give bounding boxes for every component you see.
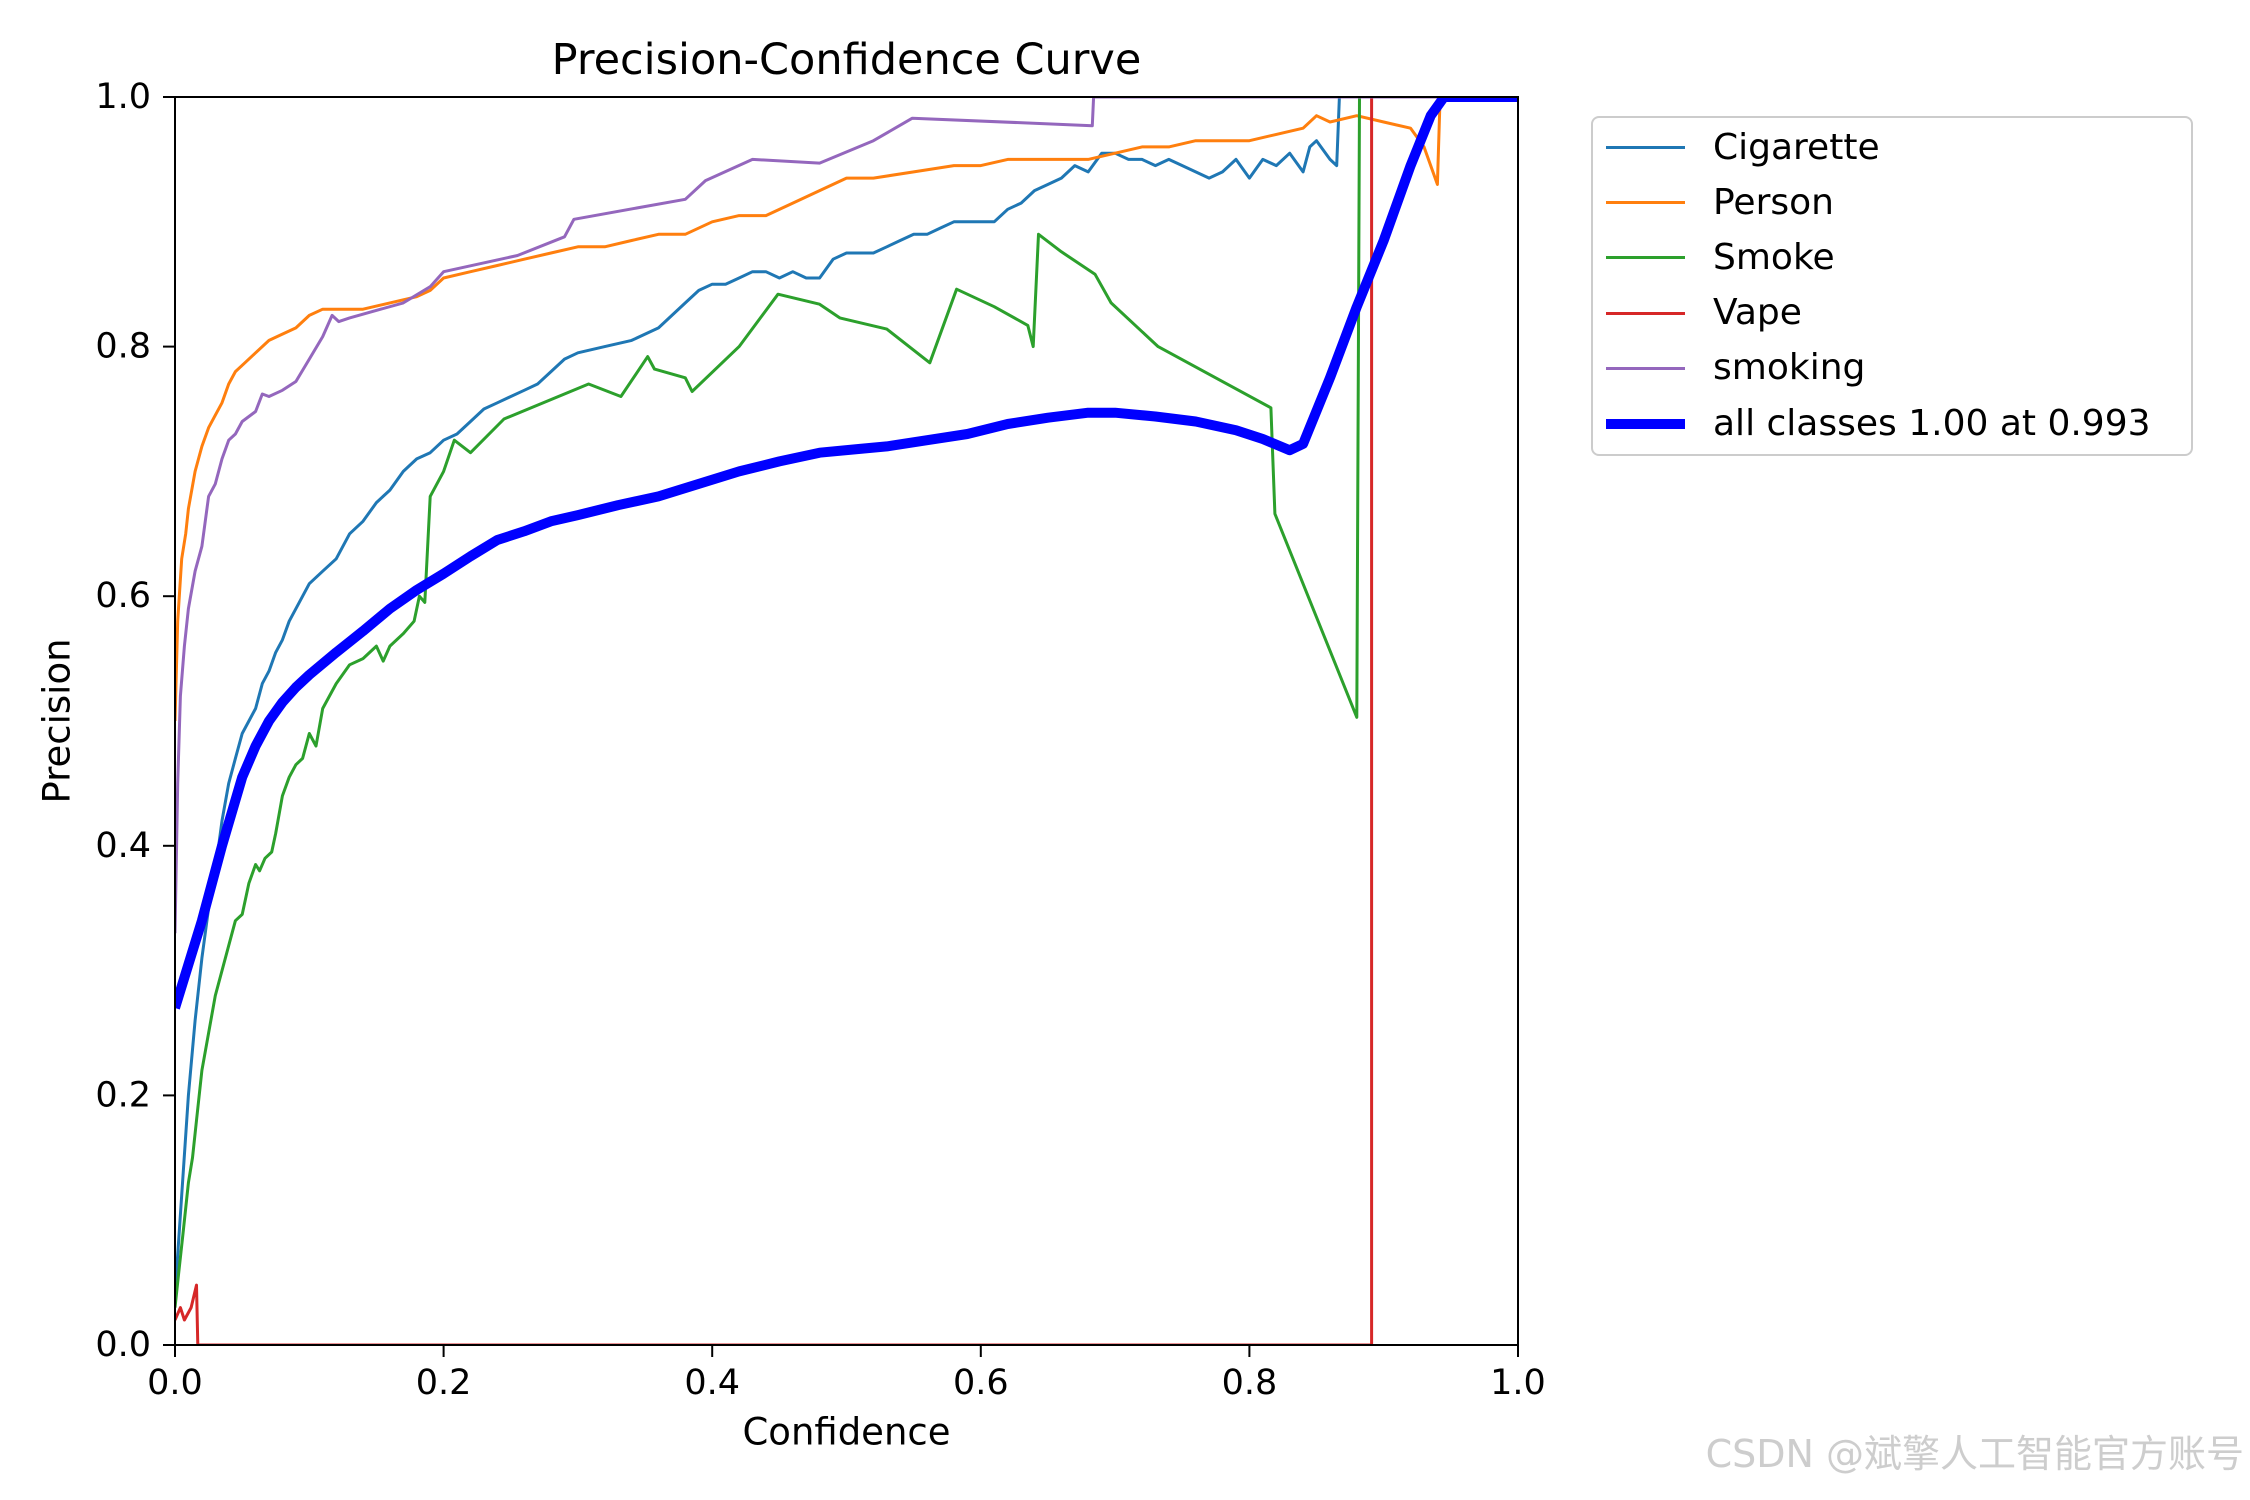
series-layer xyxy=(175,97,1518,1345)
axes-frame xyxy=(174,96,1519,1346)
legend-item-person: Person xyxy=(1606,175,2191,230)
series-line-person xyxy=(175,97,1518,722)
legend-label-cigarette: Cigarette xyxy=(1713,126,1880,168)
series-line-smoke xyxy=(175,97,1518,1308)
x-tick-label: 0.2 xyxy=(416,1363,472,1403)
y-axis-ticks: 0.0 0.2 0.4 0.6 0.8 1.0 xyxy=(95,77,175,1365)
x-tick-label: 0.4 xyxy=(684,1363,740,1403)
x-axis-label: Confidence xyxy=(742,1411,950,1454)
chart-title: Precision-Confidence Curve xyxy=(552,35,1142,85)
legend-label-vape: Vape xyxy=(1713,292,1802,334)
legend-label-all-classes: all classes 1.00 at 0.993 xyxy=(1713,402,2151,444)
y-tick-label: 0.6 xyxy=(95,576,151,616)
y-axis-label: Precision xyxy=(36,638,79,803)
series-line-vape xyxy=(175,97,1518,1345)
y-tick-label: 0.8 xyxy=(95,327,151,367)
legend-item-all-classes: all classes 1.00 at 0.993 xyxy=(1606,396,2191,451)
x-tick-label: 1.0 xyxy=(1490,1363,1546,1403)
plot-area xyxy=(175,97,1518,1345)
legend-label-person: Person xyxy=(1713,181,1834,223)
series-line-all-classes xyxy=(175,97,1518,1010)
legend: Cigarette Person Smoke Vape smoking all … xyxy=(1591,116,2193,456)
legend-swatch-smoking xyxy=(1606,366,1685,370)
x-tick-label: 0.8 xyxy=(1222,1363,1278,1403)
x-tick-label: 0.0 xyxy=(147,1363,203,1403)
legend-item-vape: Vape xyxy=(1606,286,2191,341)
legend-label-smoking: smoking xyxy=(1713,347,1866,389)
legend-item-cigarette: Cigarette xyxy=(1606,120,2191,175)
legend-item-smoke: Smoke xyxy=(1606,230,2191,285)
series-line-cigarette xyxy=(175,97,1518,1296)
y-tick-label: 1.0 xyxy=(95,77,151,117)
x-axis-ticks: 0.0 0.2 0.4 0.6 0.8 1.0 xyxy=(147,1345,1546,1403)
x-tick-label: 0.6 xyxy=(953,1363,1009,1403)
legend-item-smoking: smoking xyxy=(1606,341,2191,396)
watermark: CSDN @斌擎人工智能官方账号 xyxy=(1705,1432,2244,1476)
y-tick-label: 0.2 xyxy=(95,1075,151,1115)
legend-label-smoke: Smoke xyxy=(1713,236,1835,278)
series-line-smoking xyxy=(175,97,1518,934)
legend-swatch-person xyxy=(1606,201,1685,205)
legend-swatch-vape xyxy=(1606,311,1685,315)
y-tick-label: 0.4 xyxy=(95,826,151,866)
y-tick-label: 0.0 xyxy=(95,1325,151,1365)
legend-swatch-all-classes xyxy=(1606,418,1685,429)
legend-swatch-cigarette xyxy=(1606,146,1685,150)
legend-swatch-smoke xyxy=(1606,256,1685,260)
